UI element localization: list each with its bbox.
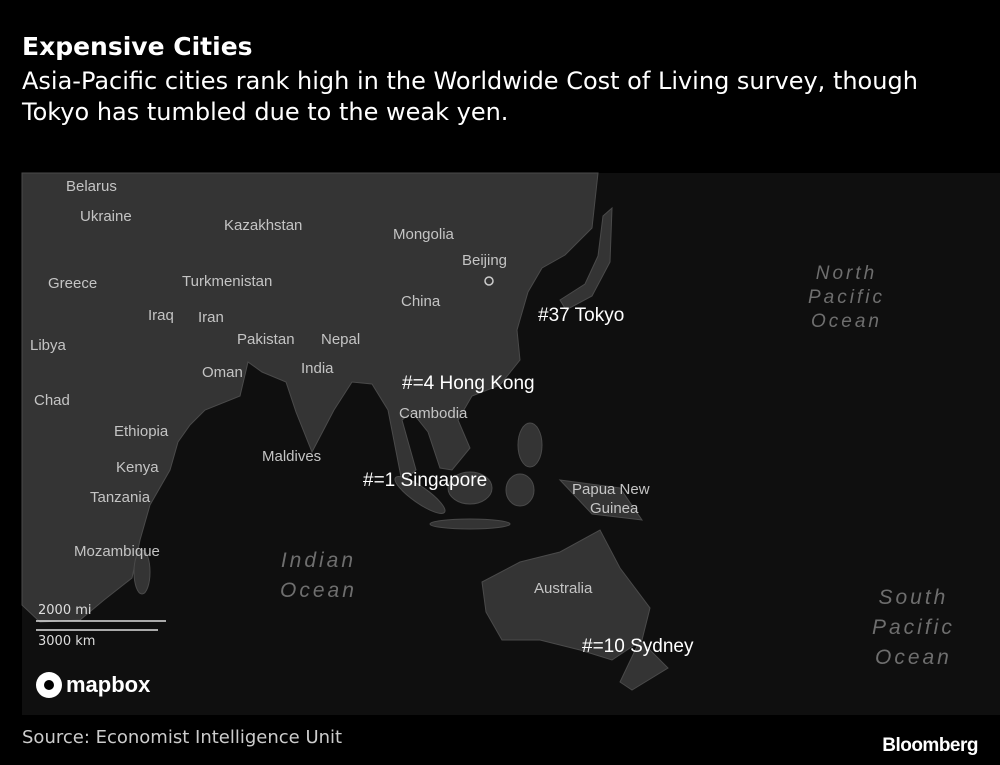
capital-marker — [484, 276, 494, 286]
place-label: Kenya — [116, 459, 159, 476]
ocean-line: Indian — [280, 549, 357, 572]
title: Expensive Cities — [22, 32, 253, 61]
place-label: Tanzania — [90, 489, 151, 506]
place-label: Cambodia — [399, 405, 468, 422]
place-label: Iraq — [148, 307, 174, 324]
ocean-line: Ocean — [280, 579, 357, 602]
place-label: Ukraine — [80, 208, 132, 225]
scale-label: 3000 km — [38, 634, 96, 649]
place-label: Belarus — [66, 178, 117, 195]
ocean-line: Pacific — [808, 287, 885, 308]
place-label: Iran — [198, 309, 224, 326]
place-label: Libya — [30, 337, 66, 354]
city-label: #37 Tokyo — [538, 305, 625, 326]
place-label: Chad — [34, 392, 70, 409]
place-label: Pakistan — [237, 331, 295, 348]
mapbox-logo-inner — [44, 680, 54, 690]
brand: Bloomberg — [882, 735, 978, 756]
place-label: Ethiopia — [114, 423, 169, 440]
subtitle: Asia-Pacific cities rank high in the Wor… — [22, 67, 918, 126]
ocean-label: Indian Ocean — [280, 546, 357, 606]
place-label: Turkmenistan — [182, 273, 273, 290]
place-label: Oman — [202, 364, 243, 381]
place-label: Kazakhstan — [224, 217, 303, 234]
city-label: #=4 Hong Kong — [402, 373, 535, 394]
place-label: China — [401, 293, 441, 310]
place-label: India — [301, 360, 334, 377]
place-label: Mozambique — [74, 543, 160, 560]
place-label: Greece — [48, 275, 98, 292]
ocean-line: South — [878, 586, 949, 609]
ocean-label: North Pacific Ocean — [808, 262, 885, 334]
city-label: #=10 Sydney — [582, 636, 694, 657]
ocean-line: Pacific — [872, 616, 955, 639]
ocean-line: North — [815, 263, 878, 284]
place-label: Guinea — [590, 500, 639, 517]
place-label: Beijing — [462, 252, 508, 269]
place-label: Nepal — [321, 331, 361, 348]
place-label: Papua New — [572, 481, 650, 498]
city-label: #=1 Singapore — [363, 470, 488, 491]
source: Source: Economist Intelligence Unit — [22, 727, 343, 748]
land — [21, 172, 669, 691]
attribution: mapbox — [66, 672, 151, 697]
place-label: Australia — [534, 580, 593, 597]
place-label: Maldives — [262, 448, 322, 465]
ocean-line: Ocean — [810, 311, 882, 332]
scale-label: 2000 mi — [38, 603, 92, 618]
ocean-line: Ocean — [874, 646, 952, 669]
place-label: Mongolia — [393, 226, 454, 243]
ocean-label: South Pacific Ocean — [872, 583, 955, 673]
